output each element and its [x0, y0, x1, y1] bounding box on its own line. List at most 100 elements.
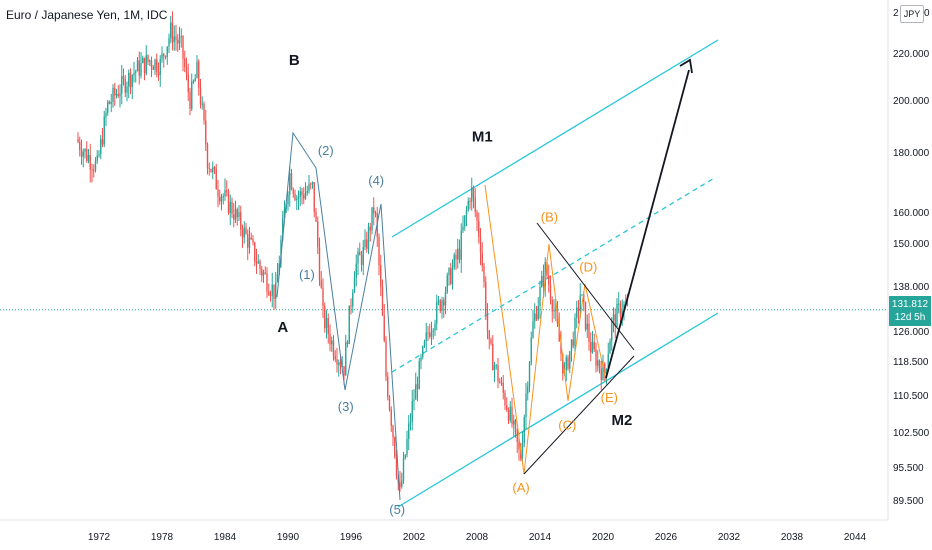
- candle-body: [136, 60, 139, 72]
- wave-label[interactable]: (5): [389, 502, 405, 517]
- candle-body: [289, 173, 291, 195]
- candle-body: [282, 217, 284, 240]
- candle-body: [434, 323, 436, 331]
- candle-body: [528, 362, 531, 387]
- candle-body: [243, 227, 245, 238]
- candle-body: [79, 141, 81, 150]
- candle-body: [229, 201, 231, 214]
- candle-body: [460, 230, 462, 260]
- time-axis-panel[interactable]: [0, 520, 888, 550]
- candle-body: [444, 291, 447, 306]
- candle-body: [275, 282, 277, 300]
- wave-abcde-path[interactable]: [484, 184, 607, 475]
- candle-body: [586, 323, 588, 330]
- wave-label[interactable]: (A): [512, 480, 529, 495]
- wave-label[interactable]: M2: [611, 412, 632, 429]
- channel-lower-line[interactable]: [397, 312, 719, 508]
- candle-body: [570, 339, 573, 352]
- triangle-lower-line[interactable]: [523, 355, 635, 475]
- candle-body: [329, 334, 331, 345]
- candle-body: [584, 301, 587, 330]
- time-tick-label: 2032: [718, 532, 741, 543]
- price-axis-panel[interactable]: [888, 0, 932, 550]
- candle-body: [614, 314, 616, 327]
- wave-label[interactable]: (3): [338, 399, 354, 414]
- candle-body: [464, 215, 466, 227]
- candle-body: [488, 330, 490, 340]
- candle-body: [257, 261, 259, 264]
- projection-arrow-head[interactable]: [679, 58, 693, 74]
- candle-body: [313, 182, 315, 212]
- candle-body: [511, 406, 513, 425]
- candle-body: [609, 340, 611, 354]
- price-tick-label: 95.500: [893, 463, 924, 474]
- candle-body: [549, 284, 552, 300]
- wave-label[interactable]: (2): [318, 143, 334, 158]
- candle-body: [516, 429, 518, 442]
- candle-body: [206, 144, 209, 168]
- candle-body: [450, 268, 452, 284]
- candle-body: [203, 103, 205, 121]
- candle-body: [443, 300, 445, 306]
- candle-body: [486, 314, 489, 331]
- symbol-title[interactable]: Euro / Japanese Yen, 1M, IDC: [6, 8, 167, 22]
- wave-label[interactable]: (4): [368, 173, 384, 188]
- candle-body: [234, 209, 237, 220]
- candle-body: [577, 307, 580, 311]
- candle-body: [514, 420, 517, 430]
- candle-body: [471, 187, 473, 202]
- wave-label[interactable]: (C): [558, 418, 576, 433]
- candle-body: [383, 315, 385, 341]
- wave-label[interactable]: (1): [299, 267, 315, 282]
- candle-body: [292, 189, 294, 194]
- candle-body: [264, 272, 266, 274]
- candle-body: [187, 74, 189, 93]
- wave-primary-path[interactable]: [276, 131, 401, 501]
- triangle-upper-line[interactable]: [536, 222, 635, 351]
- candle-body: [574, 317, 576, 346]
- candle-body: [262, 272, 265, 276]
- candle-body: [122, 76, 125, 79]
- candle-body: [126, 86, 128, 93]
- candle-body: [178, 37, 181, 44]
- candle-body: [364, 239, 366, 248]
- wave-label[interactable]: (E): [601, 390, 618, 405]
- channel-upper-line[interactable]: [391, 39, 719, 238]
- candle-body: [250, 237, 252, 240]
- candle-body: [588, 323, 590, 342]
- wave-label[interactable]: B: [289, 52, 300, 69]
- candle-body: [388, 397, 391, 410]
- wave-label[interactable]: A: [277, 319, 288, 336]
- candle-body: [159, 59, 161, 76]
- candle-body: [96, 155, 98, 161]
- candle-body: [103, 116, 105, 145]
- wave-label[interactable]: (D): [579, 260, 597, 275]
- candle-body: [304, 192, 307, 199]
- time-tick-label: 1984: [214, 532, 237, 543]
- candle-body: [537, 306, 539, 320]
- candle-body: [110, 102, 112, 104]
- candle-body: [394, 437, 396, 457]
- symbol-name: Euro / Japanese Yen: [6, 8, 117, 22]
- candle-body: [175, 36, 177, 40]
- candle-body: [227, 191, 230, 214]
- projection-arrow-line[interactable]: [605, 69, 690, 379]
- wave-label[interactable]: (B): [541, 209, 558, 224]
- candle-body: [222, 196, 224, 198]
- wave-label[interactable]: M1: [472, 129, 493, 146]
- currency-badge[interactable]: JPY: [900, 5, 924, 23]
- candle-body: [523, 416, 525, 443]
- candle-body: [378, 236, 380, 265]
- candle-body: [565, 357, 567, 370]
- price-tick-label: 220.000: [893, 49, 930, 60]
- candle-body: [303, 194, 305, 199]
- candle-body: [149, 60, 151, 62]
- candle-body: [432, 330, 434, 332]
- candle-body: [509, 406, 511, 421]
- channel-midline[interactable]: [391, 176, 717, 373]
- candle-body: [117, 94, 119, 97]
- candle-body: [448, 268, 450, 276]
- candle-body: [129, 72, 132, 87]
